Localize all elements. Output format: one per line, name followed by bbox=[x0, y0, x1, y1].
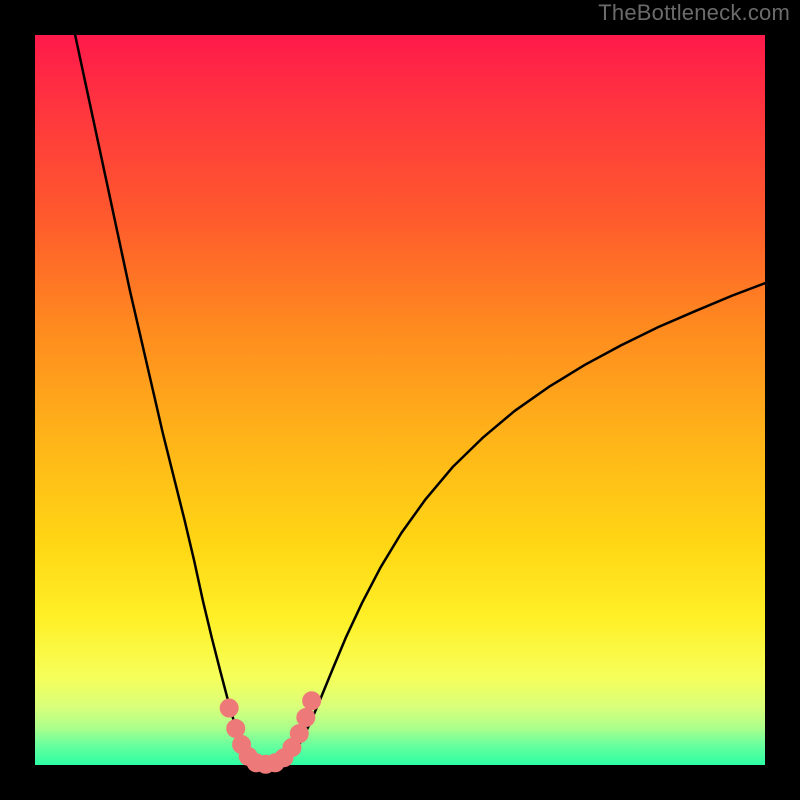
curve-marker bbox=[303, 692, 321, 710]
curve-marker bbox=[220, 699, 238, 717]
curve-marker bbox=[290, 725, 308, 743]
curve-marker bbox=[297, 709, 315, 727]
watermark-label: TheBottleneck.com bbox=[598, 0, 790, 26]
chart-svg bbox=[0, 0, 800, 800]
chart-frame: TheBottleneck.com bbox=[0, 0, 800, 800]
bottleneck-curve bbox=[75, 35, 765, 765]
curve-marker bbox=[227, 720, 245, 738]
